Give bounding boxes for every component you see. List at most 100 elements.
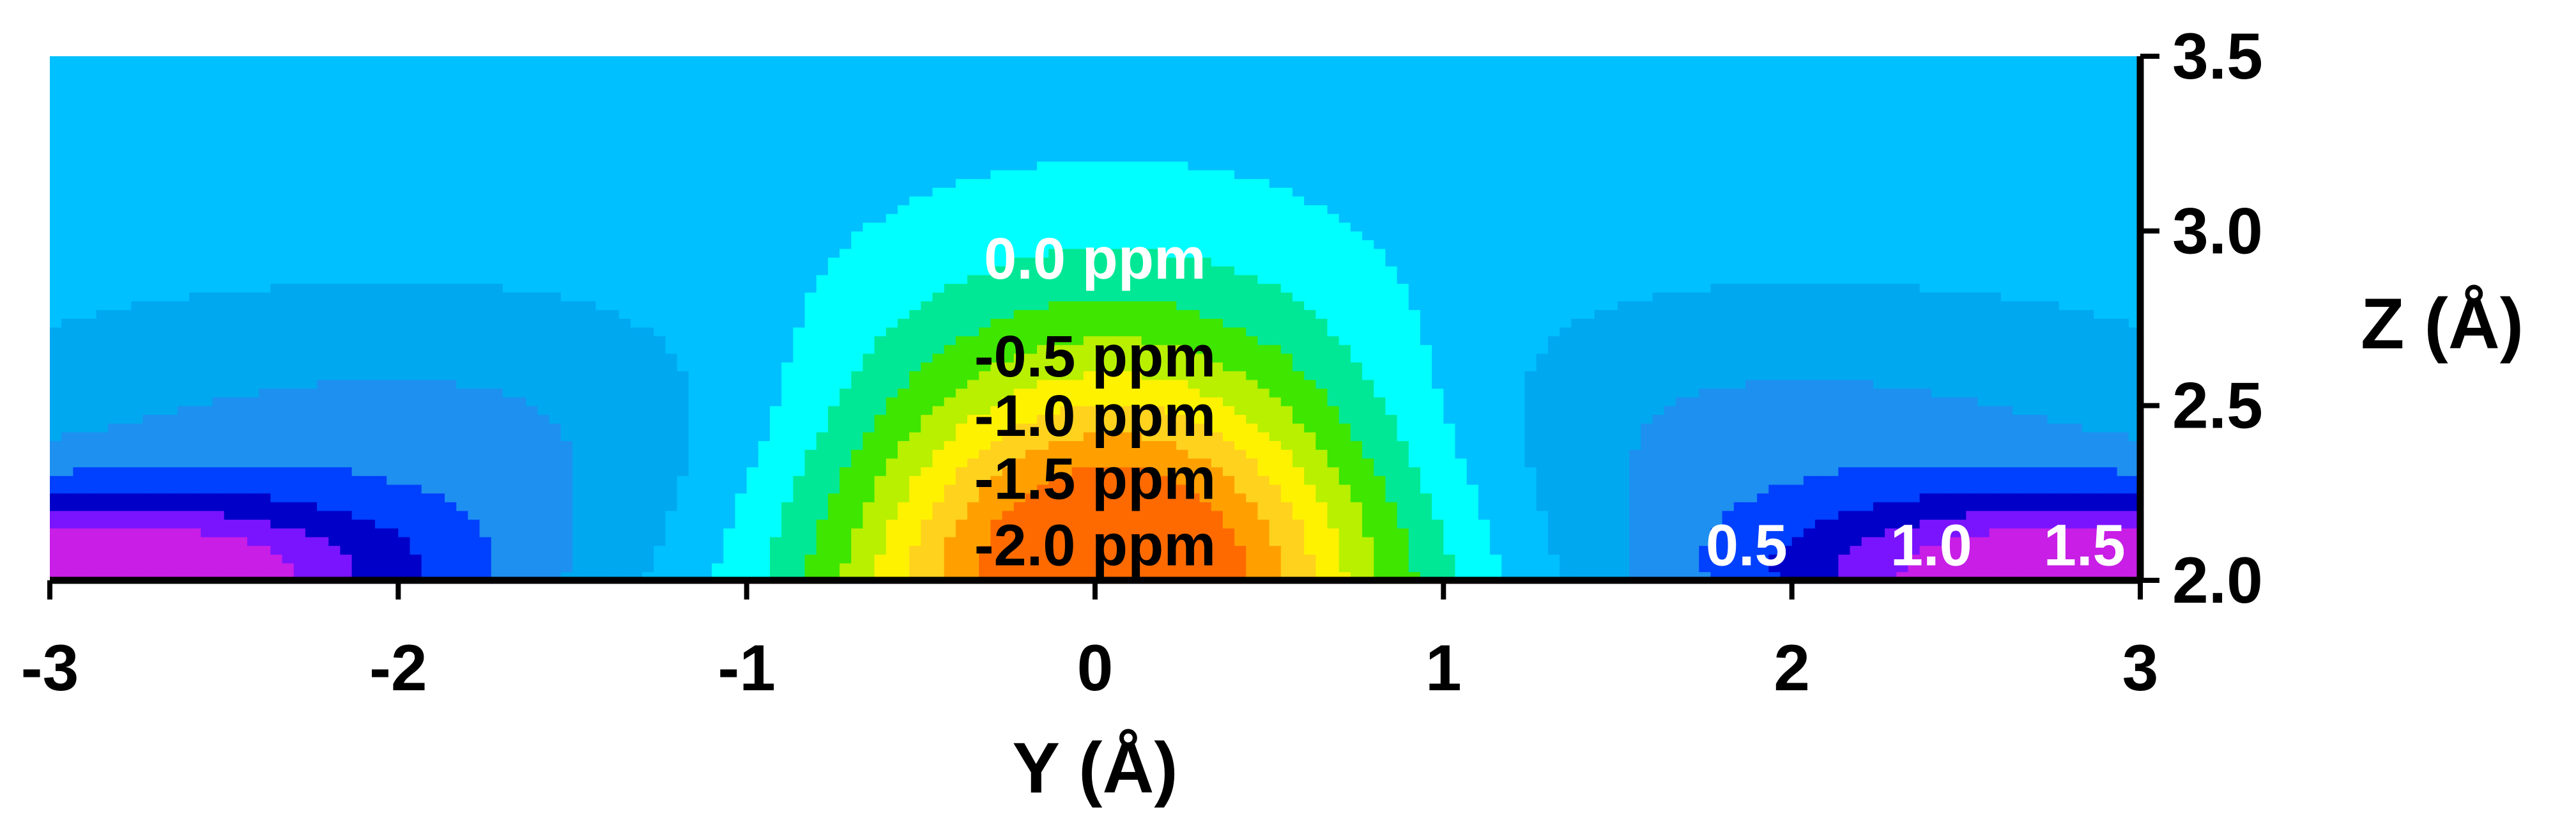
contour-cell	[712, 423, 724, 433]
contour-cell	[73, 484, 86, 494]
contour-cell	[944, 353, 956, 363]
contour-cell	[514, 562, 527, 573]
contour-cell	[1966, 554, 1979, 564]
contour-cell	[932, 423, 945, 433]
contour-cell	[1885, 362, 1897, 371]
contour-cell	[944, 371, 956, 380]
contour-cell	[1664, 379, 1676, 389]
contour-cell	[142, 440, 155, 450]
contour-cell	[1989, 353, 2002, 363]
contour-cell	[1083, 476, 1096, 485]
contour-cell	[1583, 528, 1595, 538]
contour-cell	[526, 449, 539, 459]
contour-cell	[1107, 554, 1119, 564]
contour-cell	[549, 449, 562, 459]
contour-cell	[584, 493, 597, 502]
contour-cell	[921, 423, 933, 433]
contour-cell	[1791, 414, 1804, 424]
contour-cell	[677, 510, 689, 520]
contour-cell	[1827, 458, 1839, 468]
contour-cell	[201, 502, 213, 511]
contour-cell	[154, 484, 167, 494]
contour-cell	[96, 414, 109, 424]
contour-cell	[293, 336, 306, 345]
contour-cell	[1629, 371, 1642, 380]
contour-cell	[2070, 371, 2083, 380]
contour-cell	[1304, 336, 1317, 345]
contour-cell	[677, 519, 689, 529]
contour-cell	[1803, 562, 1816, 573]
contour-cell	[665, 431, 678, 442]
contour-cell	[224, 562, 236, 573]
contour-cell	[1652, 449, 1665, 459]
contour-cell	[955, 554, 968, 564]
contour-cell	[1362, 371, 1375, 380]
contour-cell	[1618, 519, 1630, 529]
contour-cell	[1246, 440, 1259, 450]
contour-cell	[851, 371, 864, 380]
contour-cell	[445, 371, 457, 380]
contour-cell	[2012, 449, 2025, 459]
contour-cell	[712, 545, 724, 555]
contour-cell	[1641, 353, 1653, 363]
contour-cell	[1629, 414, 1642, 424]
contour-cell	[305, 510, 318, 520]
contour-cell	[1222, 528, 1235, 538]
contour-cell	[1513, 431, 1526, 442]
contour-cell	[1338, 388, 1351, 398]
contour-cell	[374, 476, 387, 485]
contour-cell	[247, 414, 259, 424]
contour-cell	[967, 467, 980, 476]
contour-cell	[654, 528, 666, 538]
contour-cell	[421, 562, 434, 573]
contour-cell	[165, 379, 178, 389]
contour-cell	[1757, 562, 1770, 573]
contour-cell	[1838, 476, 1851, 485]
contour-cell	[2058, 467, 2071, 476]
contour-cell	[1768, 371, 1781, 380]
contour-cell	[1385, 476, 1398, 485]
contour-cell	[549, 554, 562, 564]
contour-cell	[688, 397, 701, 406]
contour-cell	[549, 344, 562, 354]
contour-cell	[1374, 528, 1386, 538]
contour-cell	[1524, 379, 1537, 389]
contour-cell	[1571, 423, 1584, 433]
contour-cell	[142, 431, 155, 442]
contour-cell	[1420, 388, 1432, 398]
contour-cell	[1710, 545, 1723, 555]
contour-cell	[73, 502, 86, 511]
contour-cell	[1350, 388, 1363, 398]
contour-cell	[445, 405, 457, 415]
contour-cell	[1850, 493, 1862, 502]
contour-cell	[50, 397, 62, 406]
contour-cell	[1850, 502, 1862, 511]
contour-cell	[712, 353, 724, 363]
contour-cell	[2105, 423, 2118, 433]
contour-cell	[177, 414, 190, 424]
contour-cell	[293, 536, 306, 546]
contour-cell	[1327, 554, 1340, 564]
contour-cell	[1850, 545, 1862, 555]
contour-cell	[456, 362, 469, 371]
contour-cell	[73, 562, 86, 573]
contour-cell	[212, 362, 225, 371]
contour-cell	[374, 388, 387, 398]
contour-cell	[433, 405, 445, 415]
contour-cell	[235, 502, 248, 511]
contour-cell	[1385, 379, 1398, 389]
contour-cell	[712, 458, 724, 468]
contour-cell	[2094, 353, 2106, 363]
contour-cell	[665, 510, 678, 520]
contour-cell	[549, 379, 562, 389]
contour-cell	[1420, 510, 1432, 520]
contour-cell	[1408, 476, 1421, 485]
contour-cell	[1791, 536, 1804, 546]
contour-cell	[677, 458, 689, 468]
contour-cell	[1710, 423, 1723, 433]
contour-cell	[73, 379, 86, 389]
contour-cell	[712, 397, 724, 406]
contour-cell	[131, 493, 144, 502]
contour-cell	[1931, 476, 1943, 485]
contour-cell	[305, 528, 318, 538]
